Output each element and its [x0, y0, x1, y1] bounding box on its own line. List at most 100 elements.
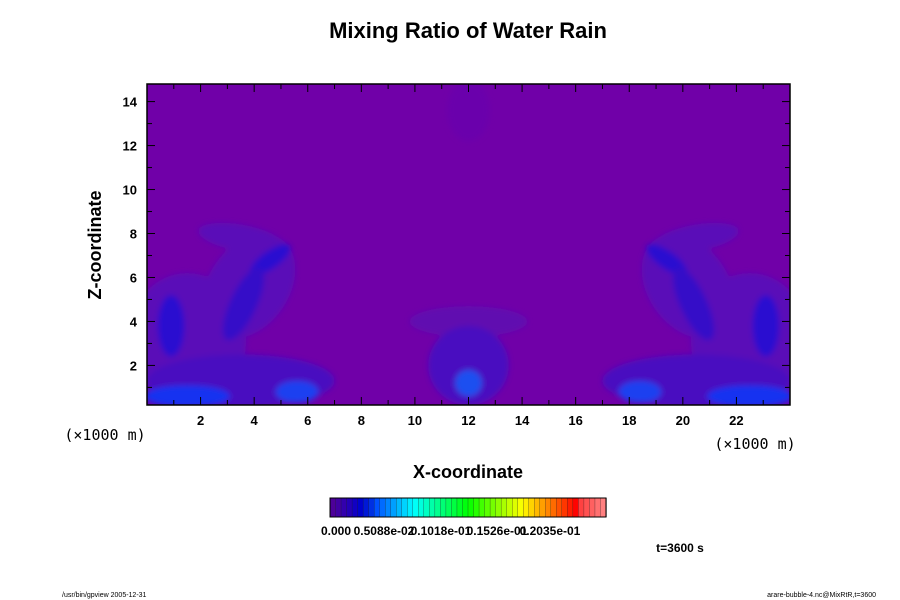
colorbar-cell	[489, 497, 497, 518]
colorbar-cell	[539, 497, 546, 518]
y-tick-label: 14	[123, 95, 138, 110]
colorbar-labels: 0.000 0.5088e-02 0.1018e-01 0.1526e-01 0…	[321, 524, 581, 538]
colorbar-cell	[462, 497, 469, 518]
x-tick-label: 2	[197, 413, 204, 428]
colorbar-cell	[550, 497, 557, 518]
colorbar-cell	[534, 497, 541, 518]
x-tick-label: 10	[408, 413, 422, 428]
contour-region	[752, 295, 780, 357]
colorbar-cell	[545, 497, 552, 518]
colorbar-cell	[351, 497, 359, 518]
colorbar-cell	[583, 497, 591, 518]
colorbar-cell	[556, 497, 563, 518]
colorbar-cell	[484, 497, 491, 518]
x-axis: 2 4 6 8 10 12 14 16 18 20 22	[173, 84, 764, 428]
colorbar-cell	[473, 497, 480, 518]
colorbar-cell	[418, 497, 425, 518]
colorbar-cell	[500, 497, 508, 518]
x-tick-label: 22	[729, 413, 743, 428]
colorbar-label: 0.1526e-01	[467, 524, 528, 538]
contour-region	[409, 306, 528, 337]
colorbar-cell	[379, 497, 386, 518]
colorbar-cell	[567, 497, 574, 518]
contour-field	[147, 84, 790, 405]
colorbar-cell	[385, 497, 392, 518]
colorbar-label: 0.1018e-01	[411, 524, 472, 538]
colorbar-cell	[589, 497, 596, 518]
y-tick-label: 12	[123, 139, 137, 154]
colorbar-cell	[512, 497, 519, 518]
colorbar-cell	[362, 497, 370, 518]
colorbar-cell	[434, 497, 442, 518]
x-axis-label: X-coordinate	[413, 462, 523, 482]
y-tick-label: 6	[130, 270, 137, 285]
chart-title: Mixing Ratio of Water Rain	[329, 18, 607, 43]
colorbar-cell	[594, 497, 602, 518]
x-unit-label: (×1000 m)	[714, 435, 795, 453]
y-tick-label: 8	[130, 227, 137, 242]
contour-region	[249, 244, 291, 276]
colorbar-cell	[456, 497, 464, 518]
footer-right: arare-bubble-4.nc@MixRtR,t=3600	[767, 592, 876, 599]
colorbar-cell	[368, 497, 375, 518]
footer-left: /usr/bin/gpview 2005-12-31	[62, 592, 147, 599]
colorbar-cell	[390, 497, 397, 518]
x-tick-label: 6	[304, 413, 311, 428]
colorbar-cell	[451, 497, 458, 518]
colorbar-cell	[357, 497, 364, 518]
x-tick-label: 14	[515, 413, 530, 428]
colorbar-cell	[329, 497, 337, 518]
time-label: t=3600 s	[656, 541, 704, 555]
colorbar-cell	[429, 497, 436, 518]
colorbar-cell	[523, 497, 530, 518]
contour-region	[157, 295, 185, 357]
x-tick-label: 12	[461, 413, 475, 428]
x-tick-label: 18	[622, 413, 636, 428]
colorbar-cell	[412, 497, 419, 518]
colorbar-cell	[528, 497, 535, 518]
x-tick-label: 8	[358, 413, 365, 428]
colorbar-cell	[423, 497, 431, 518]
contour-region	[222, 267, 265, 341]
colorbar-cell	[561, 497, 569, 518]
contour-region	[618, 380, 662, 403]
colorbar-cell	[340, 497, 348, 518]
contour-region	[706, 385, 790, 405]
colorbar-cell	[572, 497, 580, 518]
contour-region	[672, 267, 715, 341]
x-tick-label: 20	[676, 413, 690, 428]
y-axis-label: Z-coordinate	[85, 190, 105, 299]
colorbar-cell	[401, 497, 408, 518]
colorbar-cell	[467, 497, 475, 518]
x-tick-label: 16	[568, 413, 582, 428]
colorbar-cell	[506, 497, 513, 518]
contour-region	[275, 380, 319, 403]
contour-region	[447, 84, 490, 142]
colorbar-frame	[329, 497, 607, 518]
contour-region	[455, 369, 482, 397]
y-tick-label: 4	[130, 314, 138, 329]
colorbar-cell	[374, 497, 381, 518]
colorbar-label: 0.000	[321, 524, 351, 538]
colorbar-cell	[495, 497, 502, 518]
colorbar	[329, 497, 607, 518]
y-tick-label: 10	[123, 183, 137, 198]
colorbar-label: 0.5088e-02	[354, 524, 415, 538]
y-axis: 2 4 6 8 10 12 14	[123, 95, 790, 388]
colorbar-cell	[335, 497, 342, 518]
colorbar-cell	[445, 497, 453, 518]
colorbar-cell	[478, 497, 486, 518]
contour-region	[646, 244, 688, 276]
colorbar-label: 0.2035e-01	[520, 524, 581, 538]
contour-region	[428, 325, 509, 405]
contour-region	[653, 222, 739, 253]
colorbar-cell	[517, 497, 524, 518]
colorbar-cell	[346, 497, 353, 518]
colorbar-cell	[396, 497, 403, 518]
contour-region	[147, 385, 231, 405]
colorbar-cell	[578, 497, 585, 518]
y-unit-label: (×1000 m)	[64, 426, 145, 444]
y-tick-label: 2	[130, 358, 137, 373]
x-tick-label: 4	[251, 413, 259, 428]
